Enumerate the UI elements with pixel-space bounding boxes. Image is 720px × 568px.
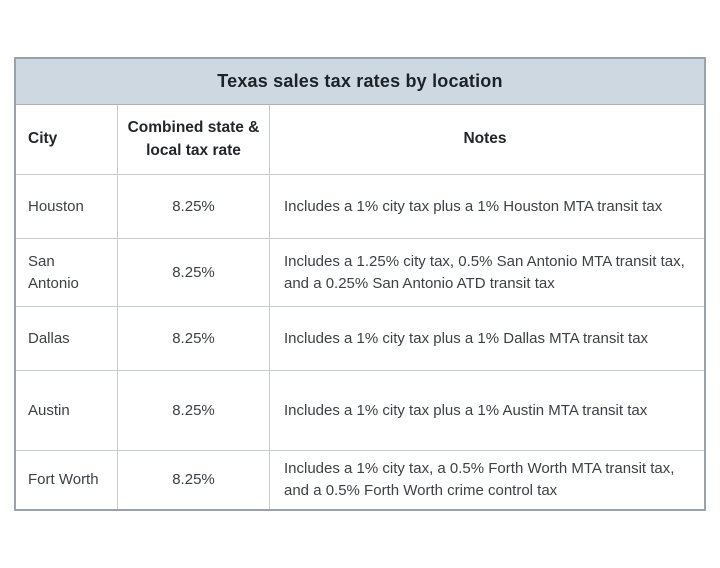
table-row-san-antonio: San Antonio 8.25% Includes a 1.25% city …: [16, 238, 704, 306]
notes-cell: Includes a 1% city tax, a 0.5% Forth Wor…: [269, 451, 704, 509]
rate-cell: 8.25%: [117, 371, 269, 450]
city-cell: Fort Worth: [28, 471, 99, 489]
city-cell: San Antonio: [28, 252, 79, 292]
table-title: Texas sales tax rates by location: [16, 59, 704, 105]
notes-cell: Includes a 1% city tax plus a 1% Houston…: [269, 175, 704, 238]
table-row-fort-worth: Fort Worth 8.25% Includes a 1% city tax,…: [16, 450, 704, 509]
city-cell: Houston: [28, 197, 84, 215]
table-row-austin: Austin 8.25% Includes a 1% city tax plus…: [16, 370, 704, 450]
city-cell: Dallas: [28, 329, 70, 347]
column-header-notes: Notes: [269, 105, 704, 174]
rate-cell: 8.25%: [117, 175, 269, 238]
rate-cell: 8.25%: [117, 239, 269, 306]
tax-rates-table: Texas sales tax rates by location City C…: [14, 57, 706, 511]
table-row-dallas: Dallas 8.25% Includes a 1% city tax plus…: [16, 306, 704, 370]
rate-cell: 8.25%: [117, 451, 269, 509]
city-cell: Austin: [28, 401, 70, 419]
column-header-city: City: [28, 130, 58, 148]
notes-cell: Includes a 1.25% city tax, 0.5% San Anto…: [269, 239, 704, 306]
table-row-houston: Houston 8.25% Includes a 1% city tax plu…: [16, 174, 704, 238]
column-header-rate: Combined state & local tax rate: [117, 105, 269, 174]
notes-cell: Includes a 1% city tax plus a 1% Dallas …: [269, 307, 704, 370]
notes-cell: Includes a 1% city tax plus a 1% Austin …: [269, 371, 704, 450]
table-header-row: City Combined state & local tax rate Not…: [16, 105, 704, 174]
rate-cell: 8.25%: [117, 307, 269, 370]
